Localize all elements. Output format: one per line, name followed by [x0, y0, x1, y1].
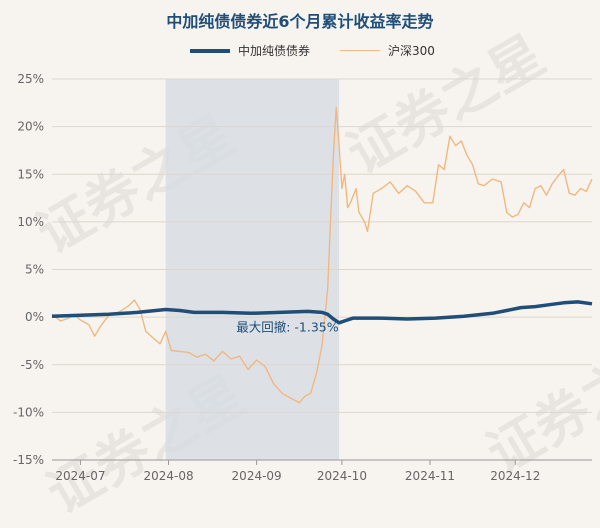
legend-label-index: 沪深300: [388, 44, 435, 58]
series-line-fund: [51, 300, 593, 325]
chart-legend: 中加纯债债券 沪深300: [0, 42, 600, 62]
x-tick-label: 2024-08: [143, 469, 193, 483]
y-tick-label: 0%: [25, 310, 44, 324]
series-line-index: [51, 106, 593, 404]
chart-title: 中加纯债债券近6个月累计收益率走势: [166, 12, 434, 31]
y-tick-label: 20%: [17, 120, 44, 134]
y-tick-label: -15%: [13, 453, 44, 467]
legend-swatch-fund: [190, 48, 230, 53]
y-tick-label: 5%: [25, 263, 44, 277]
y-tick-label: 10%: [17, 215, 44, 229]
y-tick-label: 25%: [17, 72, 44, 86]
y-tick-label: -10%: [13, 405, 44, 419]
drawdown-annotation: 最大回撤: -1.35%: [236, 319, 339, 334]
legend-item-index[interactable]: 沪深300: [340, 42, 435, 59]
y-tick-label: -5%: [21, 358, 44, 372]
chart-plot: -15% -10% -5% 0% 5% 10% 15% 20% 25% 2024-07 2024-0…: [13, 72, 593, 483]
x-tick-label: 2024-12: [490, 469, 540, 483]
x-tick-label: 2024-11: [405, 469, 455, 483]
x-tick-label: 2024-10: [317, 469, 367, 483]
legend-item-fund[interactable]: 中加纯债债券: [190, 42, 310, 59]
legend-swatch-index: [340, 50, 380, 51]
legend-label-fund: 中加纯债债券: [238, 44, 311, 58]
x-tick-label: 2024-09: [232, 469, 282, 483]
chart-container: 中加纯债债券近6个月累计收益率走势 中加纯债债券 沪深300 证券之星 证券之星…: [0, 12, 600, 526]
y-tick-label: 15%: [17, 167, 44, 181]
x-tick-label: 2024-07: [55, 469, 105, 483]
